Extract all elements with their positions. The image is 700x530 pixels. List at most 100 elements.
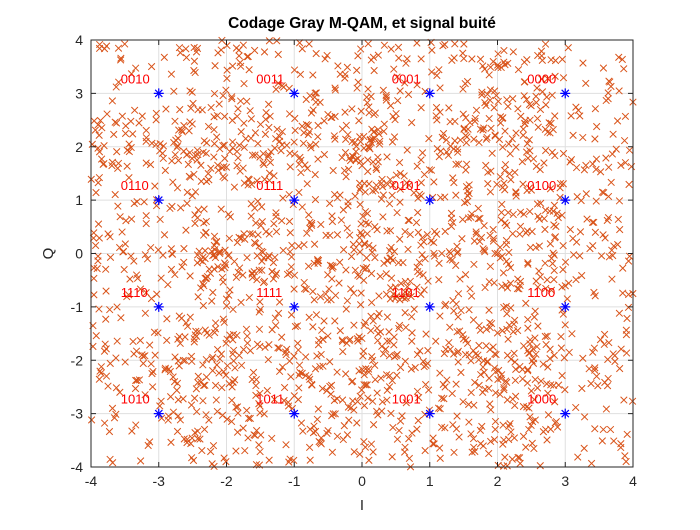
noise-sample-marker [252,391,260,400]
noise-sample-marker [272,135,280,143]
noise-sample-marker [364,85,372,93]
constellation-label-0010: 0010 [121,71,150,86]
noise-sample-marker [459,215,467,224]
noise-sample-marker [277,147,285,155]
noise-sample-marker [183,199,191,208]
noise-sample-marker [454,290,463,298]
noise-sample-marker [507,176,515,184]
noise-sample-marker [331,135,339,143]
constellation-point-1001 [424,408,435,419]
noise-sample-marker [219,141,227,150]
noise-sample-marker [537,377,545,385]
noise-sample-marker [415,258,424,267]
noise-sample-marker [617,345,625,353]
noise-sample-marker [199,280,207,288]
noise-sample-marker [526,413,534,421]
noise-sample-marker [373,389,381,397]
noise-sample-marker [367,92,375,101]
noise-sample-marker [320,317,328,325]
noise-sample-marker [213,237,221,246]
noise-sample-marker [550,234,559,242]
noise-sample-marker [598,188,607,196]
noise-sample-marker [507,428,515,436]
noise-sample-marker [414,228,422,237]
noise-sample-marker [588,160,597,168]
noise-sample-marker [429,434,437,442]
noise-sample-marker [285,269,294,277]
noise-sample-marker [272,269,281,277]
noise-sample-marker [380,259,388,268]
noise-sample-marker [392,352,400,360]
noise-sample-marker [503,325,511,334]
noise-sample-marker [544,363,552,371]
noise-sample-marker [486,437,495,446]
noise-sample-marker [526,243,535,252]
noise-sample-marker [523,186,531,195]
noise-sample-marker [525,136,533,144]
noise-sample-marker [524,324,532,332]
noise-sample-marker [339,246,348,254]
noise-sample-marker [516,222,525,231]
noise-sample-marker [395,158,404,167]
noise-sample-marker [528,439,536,447]
noise-sample-marker [214,263,222,271]
noise-sample-marker [344,130,352,139]
noise-sample-marker [194,372,202,380]
noise-sample-marker [354,52,362,60]
noise-sample-marker [123,146,131,154]
noise-sample-marker [491,368,500,376]
noise-sample-marker [393,371,401,379]
noise-sample-marker [256,298,264,306]
noise-sample-marker [196,435,204,443]
noise-sample-marker [357,220,365,228]
noise-sample-marker [407,365,416,373]
noise-sample-marker [289,200,297,209]
noise-sample-marker [533,342,541,351]
noise-sample-marker [142,211,150,220]
noise-sample-marker [389,423,397,432]
noise-sample-marker [438,394,446,402]
noise-sample-marker [424,386,433,394]
noise-sample-marker [533,114,542,123]
noise-sample-marker [414,267,422,276]
noise-sample-marker [260,48,269,56]
noise-sample-marker [479,245,487,253]
noise-sample-marker [290,138,298,146]
noise-sample-marker [468,55,476,63]
noise-sample-marker [538,88,547,96]
noise-sample-marker [519,402,528,411]
noise-sample-marker [90,274,98,283]
noise-sample-marker [101,340,109,348]
noise-sample-marker [210,462,218,471]
noise-sample-marker [95,148,104,156]
noise-sample-marker [246,107,254,115]
noise-sample-marker [620,136,629,145]
noise-sample-marker [517,112,525,120]
noise-sample-marker [486,345,494,354]
noise-sample-marker [621,158,630,167]
noise-sample-marker [290,392,298,400]
noise-sample-marker [214,161,222,169]
noise-sample-marker [271,253,279,262]
noise-sample-marker [536,462,544,470]
noise-sample-marker [489,343,497,351]
noise-sample-marker [331,317,339,325]
noise-sample-marker [206,447,215,456]
noise-sample-marker [233,162,241,170]
noise-sample-marker [243,253,251,262]
noise-sample-marker [627,162,636,171]
noise-sample-marker [191,429,199,437]
noise-sample-marker [433,230,441,238]
noise-sample-marker [191,211,199,219]
noise-sample-marker [173,143,181,152]
noise-sample-marker [365,103,373,111]
noise-sample-marker [222,295,231,303]
noise-sample-marker [504,102,512,111]
noise-sample-marker [508,455,516,463]
noise-sample-marker [388,191,396,200]
noise-sample-marker [344,403,353,411]
noise-sample-marker [216,355,224,363]
noise-sample-marker [186,272,194,280]
noise-sample-marker [147,62,156,71]
